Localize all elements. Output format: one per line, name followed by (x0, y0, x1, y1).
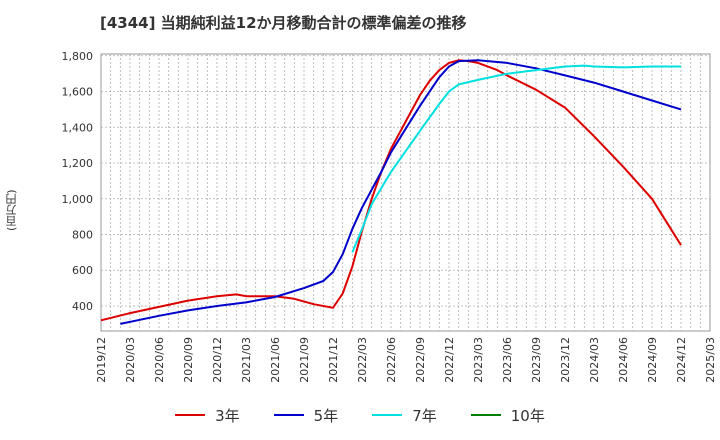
y-tick-label: 1,400 (62, 121, 94, 134)
x-tick-label: 2024/06 (617, 337, 630, 383)
x-tick-label: 2019/12 (95, 337, 108, 383)
legend-item: 3年 (175, 405, 240, 426)
legend: 3年 5年 7年 10年 (0, 404, 720, 426)
legend-item: 10年 (470, 405, 545, 426)
x-tick-label: 2022/03 (356, 337, 369, 383)
x-tick-label: 2023/06 (501, 337, 514, 383)
y-tick-label: 1,200 (62, 157, 94, 170)
legend-label: 7年 (412, 406, 437, 425)
legend-label: 10年 (510, 406, 545, 425)
x-tick-label: 2021/09 (298, 337, 311, 383)
x-tick-label: 2024/03 (588, 337, 601, 383)
legend-swatch (372, 414, 403, 416)
x-tick-label: 2023/09 (530, 337, 543, 383)
x-tick-label: 2020/03 (124, 337, 137, 383)
x-tick-label: 2021/12 (327, 337, 340, 383)
y-tick-label: 1,800 (62, 50, 94, 63)
x-tick-label: 2020/09 (182, 337, 195, 383)
x-tick-label: 2022/09 (414, 337, 427, 383)
x-tick-label: 2021/03 (240, 337, 253, 383)
x-tick-label: 2024/09 (646, 337, 659, 383)
y-tick-label: 600 (72, 264, 93, 277)
series-line-2 (351, 64, 681, 253)
x-tick-label: 2023/03 (472, 337, 485, 383)
axis-layer: 400 600 800 1,000 1,200 1,400 1,600 1,800 2019/1… (62, 50, 718, 383)
y-tick-label: 800 (72, 228, 93, 241)
legend-label: 5年 (313, 406, 339, 425)
x-tick-label: 2025/03 (704, 337, 717, 383)
x-tick-label: 2022/06 (385, 337, 398, 383)
x-tick-label: 2021/06 (269, 337, 282, 383)
legend-item: 5年 (273, 405, 339, 426)
legend-item: 7年 (372, 405, 437, 426)
x-tick-label: 2020/12 (211, 337, 224, 383)
y-tick-label: 400 (72, 300, 93, 313)
grid-layer (100, 53, 711, 332)
legend-swatch (175, 414, 206, 416)
series-line-0 (100, 59, 682, 322)
x-tick-label: 2020/06 (153, 337, 166, 383)
legend-swatch (273, 414, 304, 416)
series-line-1 (120, 59, 682, 325)
legend-label: 3年 (215, 406, 240, 425)
y-tick-label: 1,600 (62, 86, 94, 99)
x-tick-label: 2023/12 (559, 337, 572, 383)
y-tick-label: 1,000 (62, 193, 94, 206)
x-tick-label: 2022/12 (443, 337, 456, 383)
chart-title: [4344] 当期純利益12か月移動合計の標準偏差の推移 (100, 14, 467, 32)
legend-swatch (470, 414, 501, 416)
x-tick-label: 2024/12 (675, 337, 688, 383)
series-layer (100, 59, 682, 325)
plot-frame (100, 53, 711, 332)
